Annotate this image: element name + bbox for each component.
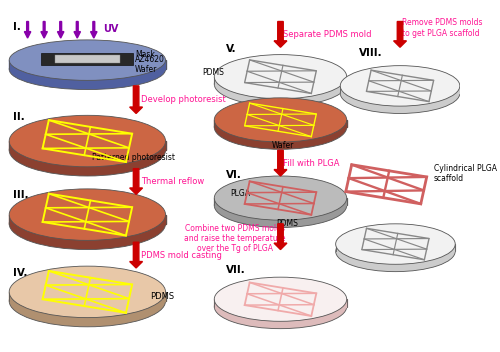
FancyArrow shape bbox=[41, 21, 48, 38]
Polygon shape bbox=[9, 292, 166, 301]
Ellipse shape bbox=[214, 105, 346, 149]
Text: I.: I. bbox=[13, 22, 20, 32]
FancyArrow shape bbox=[130, 242, 142, 268]
Ellipse shape bbox=[9, 40, 166, 80]
FancyArrow shape bbox=[58, 21, 64, 38]
Text: Mask: Mask bbox=[135, 50, 155, 59]
Polygon shape bbox=[9, 60, 166, 69]
Ellipse shape bbox=[9, 115, 166, 167]
Text: PDMS: PDMS bbox=[276, 219, 298, 228]
FancyArrow shape bbox=[90, 21, 97, 38]
Text: Cylindrical PLGA
scaffold: Cylindrical PLGA scaffold bbox=[434, 164, 497, 183]
Ellipse shape bbox=[9, 125, 166, 176]
Ellipse shape bbox=[214, 183, 346, 227]
Ellipse shape bbox=[214, 55, 346, 99]
Text: IV.: IV. bbox=[13, 269, 28, 278]
FancyArrow shape bbox=[74, 21, 80, 38]
Text: PDMS: PDMS bbox=[202, 68, 224, 77]
Text: PDMS mold casting: PDMS mold casting bbox=[140, 251, 222, 259]
Text: II.: II. bbox=[13, 112, 24, 122]
Text: VIII.: VIII. bbox=[358, 48, 382, 58]
Text: VI.: VI. bbox=[226, 170, 242, 180]
Ellipse shape bbox=[214, 277, 346, 321]
Text: Fill with PLGA: Fill with PLGA bbox=[283, 159, 340, 168]
Ellipse shape bbox=[9, 49, 166, 89]
Polygon shape bbox=[42, 53, 134, 65]
Polygon shape bbox=[214, 77, 346, 84]
Text: V.: V. bbox=[226, 44, 237, 54]
Text: Develop photoresist: Develop photoresist bbox=[140, 95, 226, 104]
Text: Combine two PDMS molds
and raise the temperature
over the Tg of PLGA: Combine two PDMS molds and raise the tem… bbox=[184, 224, 286, 253]
Ellipse shape bbox=[9, 189, 166, 240]
Ellipse shape bbox=[214, 62, 346, 106]
Text: Patterned photoresist: Patterned photoresist bbox=[92, 153, 175, 162]
Text: UV: UV bbox=[103, 24, 118, 34]
Text: Separate PDMS mold: Separate PDMS mold bbox=[283, 30, 372, 39]
Ellipse shape bbox=[9, 198, 166, 250]
Polygon shape bbox=[55, 55, 120, 63]
Ellipse shape bbox=[336, 231, 455, 272]
Text: VII.: VII. bbox=[226, 265, 246, 275]
Text: III.: III. bbox=[13, 190, 28, 200]
Polygon shape bbox=[9, 141, 166, 150]
Text: Thermal reflow: Thermal reflow bbox=[140, 177, 204, 186]
Ellipse shape bbox=[340, 65, 460, 106]
Ellipse shape bbox=[214, 284, 346, 329]
Polygon shape bbox=[336, 244, 455, 251]
FancyArrow shape bbox=[130, 86, 142, 113]
Text: PLGA: PLGA bbox=[230, 189, 250, 198]
Ellipse shape bbox=[214, 176, 346, 220]
Ellipse shape bbox=[9, 266, 166, 318]
FancyArrow shape bbox=[274, 224, 287, 250]
Polygon shape bbox=[340, 86, 460, 93]
Text: PDMS: PDMS bbox=[150, 292, 174, 301]
Ellipse shape bbox=[340, 73, 460, 113]
FancyArrow shape bbox=[274, 21, 287, 47]
FancyArrow shape bbox=[130, 169, 142, 194]
Text: AZ4620
Wafer: AZ4620 Wafer bbox=[135, 55, 165, 74]
FancyArrow shape bbox=[394, 21, 406, 47]
Polygon shape bbox=[9, 215, 166, 224]
Text: Wafer: Wafer bbox=[272, 141, 293, 150]
Ellipse shape bbox=[214, 98, 346, 142]
Polygon shape bbox=[214, 299, 346, 307]
Text: Remove PDMS molds
to get PLGA scaffold: Remove PDMS molds to get PLGA scaffold bbox=[402, 18, 482, 38]
FancyArrow shape bbox=[274, 150, 287, 176]
Polygon shape bbox=[214, 120, 346, 127]
FancyArrow shape bbox=[24, 21, 31, 38]
Polygon shape bbox=[214, 198, 346, 206]
Ellipse shape bbox=[9, 275, 166, 327]
Ellipse shape bbox=[336, 224, 455, 264]
